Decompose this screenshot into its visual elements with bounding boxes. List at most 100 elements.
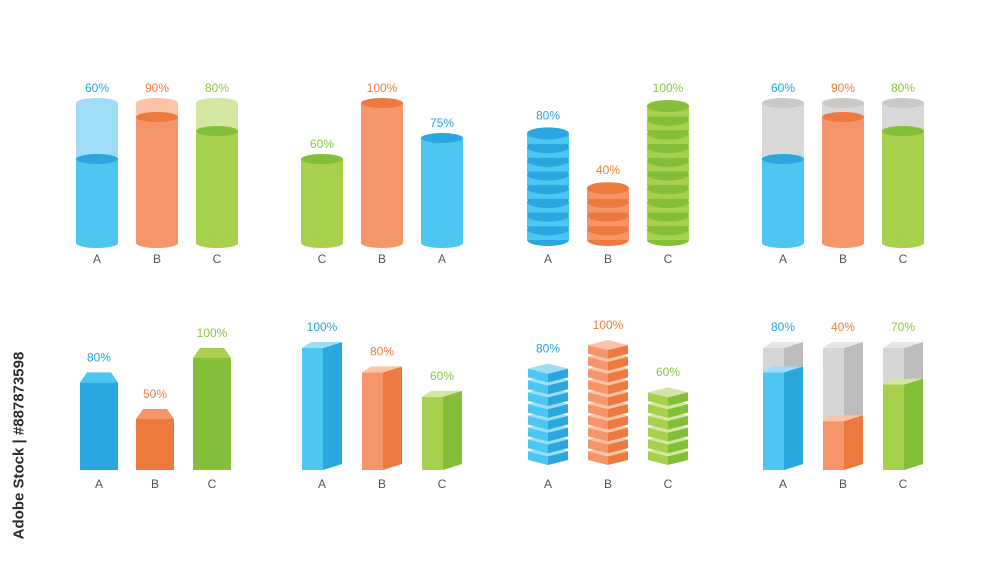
chart-6-bar-C-top [422, 390, 462, 397]
chart-2-bar-A-category-label: A [438, 252, 446, 266]
chart-8-bar-A-top [763, 366, 803, 373]
chart-2-bar-B-top [361, 98, 403, 108]
bar-C: 100% C [647, 81, 689, 266]
chart-1-bar-C-value-label: 80% [205, 81, 229, 95]
chart-7-bar-B-slab-right [608, 368, 628, 383]
chart-4-bar-C-value-label: 80% [891, 81, 915, 95]
chart-7: 80% A 100% B 60% C [528, 318, 688, 491]
chart-7-bar-A-slab-top [528, 363, 568, 374]
chart-7-bar-A-slab-right [548, 368, 568, 383]
chart-8-bar-A-track-top [763, 342, 803, 348]
chart-8-bar-B-top [823, 415, 863, 422]
chart-3-bar-A-value-label: 80% [536, 108, 560, 122]
chart-7-bar-B-slab-left [588, 439, 608, 454]
chart-7-bar-C-slab-top [648, 387, 688, 398]
chart-8-bar-C-track-top [883, 342, 923, 348]
chart-2-bar-C-category-label: C [318, 252, 327, 266]
chart-6-bar-A-value-label: 100% [307, 320, 338, 334]
chart-5: 80% A 50% B 100% C [80, 326, 231, 491]
chart-7-bar-C-slab-left [648, 427, 668, 442]
chart-3-bar-B-coin-top [587, 182, 629, 195]
chart-2-bar-C-top [301, 154, 343, 164]
chart-4-bar-B-category-label: B [839, 252, 847, 266]
chart-3-bar-A-coin-top [527, 127, 569, 140]
chart-7-bar-B-slab-left [588, 415, 608, 430]
chart-7-bar-B-slab-left [588, 380, 608, 395]
chart-5-bar-A-body [80, 382, 118, 470]
bar-B: 80% B [362, 344, 402, 491]
chart-2-bar-B-category-label: B [378, 252, 386, 266]
chart-7-bar-A-value-label: 80% [536, 342, 560, 356]
chart-4-bar-B-track-top [822, 98, 864, 108]
chart-5-bar-B-value-label: 50% [143, 387, 167, 401]
chart-7-bar-B-category-label: B [604, 477, 612, 491]
chart-8-bar-A-side [784, 366, 803, 470]
chart-1-bar-B-value-label: 90% [145, 81, 169, 95]
chart-7-bar-A-category-label: A [544, 477, 552, 491]
chart-1-bar-B-body [136, 117, 178, 243]
chart-7-bar-B-slab-right [608, 380, 628, 395]
chart-1-bar-B-bottom [136, 238, 178, 248]
chart-2-bar-A-bottom [421, 238, 463, 248]
chart-7-bar-B-value-label: 100% [593, 318, 624, 332]
chart-7-bar-C-slab-right [668, 439, 688, 454]
chart-4-bar-A-track-top [762, 98, 804, 108]
chart-3-bar-B-value-label: 40% [596, 163, 620, 177]
chart-6-bar-C-side [443, 390, 462, 470]
chart-7-bar-A-slab-right [548, 439, 568, 454]
bar-B: 40% B [823, 320, 863, 491]
bar-C: 60% C [648, 365, 688, 491]
bar-C: 80% C [196, 81, 238, 266]
bar-B: 90% B [822, 81, 864, 266]
chart-4-bar-C-track-top [882, 98, 924, 108]
chart-4-bar-B-bottom [822, 238, 864, 248]
chart-6-bar-B-side [383, 366, 402, 470]
bar-C: 70% C [883, 320, 923, 491]
chart-1-bar-C-bottom [196, 238, 238, 248]
chart-2-bar-C-body [301, 159, 343, 243]
chart-1-bar-A-top [76, 154, 118, 164]
chart-1-bar-C-body [196, 131, 238, 243]
bar-A: 80% A [527, 108, 569, 266]
chart-7-bar-B-slab-left [588, 451, 608, 465]
chart-1-bar-A-category-label: A [93, 252, 101, 266]
chart-6-bar-A-front [302, 348, 323, 470]
chart-1-bar-C-top [196, 126, 238, 136]
chart-3-bar-C-coin-top [647, 100, 689, 112]
chart-4-bar-A-category-label: A [779, 252, 787, 266]
chart-6-bar-C-value-label: 60% [430, 369, 454, 383]
chart-7-bar-A-slab-left [528, 380, 548, 395]
bar-B: 100% B [361, 81, 403, 266]
chart-4-bar-A-bottom [762, 238, 804, 248]
chart-2-bar-B-bottom [361, 238, 403, 248]
bar-A: 80% A [528, 342, 568, 491]
chart-8-bar-A-front [763, 372, 784, 470]
chart-5-bar-A-value-label: 80% [87, 350, 111, 364]
bar-C: 80% C [882, 81, 924, 266]
chart-7-bar-C-slab-left [648, 392, 668, 406]
chart-7-bar-C-slab-left [648, 439, 668, 454]
chart-7-bar-B-slab-right [608, 356, 628, 371]
chart-6-bar-A-top [302, 342, 342, 348]
chart-1-bar-A-value-label: 60% [85, 81, 109, 95]
chart-4-bar-A-body [762, 159, 804, 243]
chart-7-bar-A-slab-left [528, 404, 548, 418]
chart-1-bar-A-track-top [76, 98, 118, 108]
chart-2-bar-A-value-label: 75% [430, 116, 454, 130]
chart-2-bar-C-bottom [301, 238, 343, 248]
bar-B: 40% B [587, 163, 629, 266]
chart-2-bar-A-body [421, 138, 463, 243]
chart-7-bar-B-slab-right [608, 345, 628, 359]
chart-8-bar-C-front [883, 384, 904, 470]
chart-2-bar-A-top [421, 133, 463, 143]
bar-A: 100% A [302, 320, 342, 491]
stock-watermark-text: Adobe Stock | #887873598 [10, 351, 28, 539]
chart-8-bar-B-side [844, 415, 863, 470]
chart-7-bar-B-slab-right [608, 415, 628, 430]
chart-6: 100% A 80% B 60% C [302, 320, 462, 491]
chart-3: 80% A 40% B 100% C [527, 81, 689, 266]
chart-7-bar-A-slab-left [528, 451, 548, 465]
bar-C: 60% C [301, 137, 343, 266]
chart-7-bar-C-slab-left [648, 451, 668, 465]
